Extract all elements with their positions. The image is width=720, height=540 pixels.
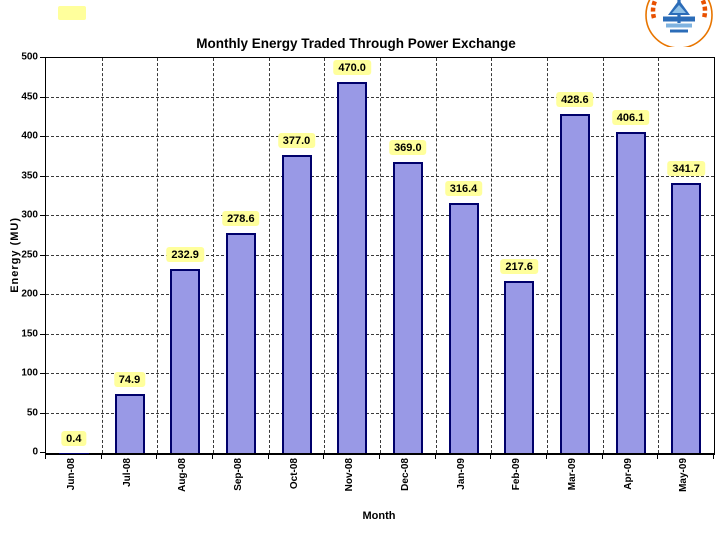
stray-empty-label-box — [58, 6, 86, 20]
y-tick-label: 250 — [21, 249, 38, 260]
gridline-vertical — [324, 58, 326, 453]
gridline-vertical — [658, 58, 660, 453]
y-tick-mark — [40, 452, 45, 453]
y-tick-label: 450 — [21, 91, 38, 102]
bar-Feb-09 — [504, 281, 535, 453]
y-tick-label: 300 — [21, 209, 38, 221]
value-label-Mar-09: 428.6 — [556, 92, 594, 108]
x-category-label-Jul-08: Jul-08 — [121, 458, 133, 487]
gridline-vertical — [380, 58, 381, 453]
x-tick-mark — [490, 454, 492, 459]
value-label-Aug-08: 232.9 — [166, 247, 204, 263]
y-tick-label: 350 — [21, 170, 38, 181]
gridline-vertical — [157, 58, 159, 453]
bar-Jan-09 — [448, 203, 479, 453]
value-label-Nov-08: 470.0 — [333, 59, 371, 75]
bar-Aug-08 — [170, 269, 201, 453]
chart-title: Monthly Energy Traded Through Power Exch… — [196, 36, 516, 51]
power-system-operation-logo: पावर सिस्टम ऑपरेशन — [642, 0, 716, 47]
value-label-Jan-09: 316.4 — [444, 181, 483, 197]
x-category-label-Dec-08: Dec-08 — [399, 458, 411, 491]
y-tick-mark — [40, 136, 45, 137]
x-category-label-Aug-08: Aug-08 — [177, 458, 189, 492]
x-axis-title: Month — [362, 510, 396, 522]
y-tick-mark — [40, 333, 45, 335]
y-tick-mark — [40, 412, 45, 414]
y-tick-mark — [40, 175, 45, 177]
x-tick-mark — [546, 454, 547, 459]
gridline-vertical — [101, 58, 103, 453]
y-tick-label: 500 — [21, 51, 38, 63]
x-category-label-Jun-08: Jun-08 — [65, 458, 77, 491]
x-category-label-Oct-08: Oct-08 — [288, 458, 300, 490]
y-tick-label: 100 — [21, 367, 38, 379]
bar-Apr-09 — [615, 132, 646, 453]
value-label-Oct-08: 377.0 — [277, 133, 316, 149]
x-category-label-Jan-09: Jan-09 — [455, 458, 467, 490]
gridline-vertical — [268, 58, 270, 453]
value-label-Sep-08: 278.6 — [222, 210, 260, 226]
y-tick-mark — [40, 57, 45, 58]
value-label-Feb-09: 217.6 — [500, 259, 538, 275]
bar-Nov-08 — [337, 81, 368, 453]
gridline-vertical — [213, 58, 214, 453]
gridline-vertical — [602, 58, 604, 453]
x-category-label-May-09: May-09 — [678, 458, 690, 492]
y-tick-mark — [40, 373, 45, 374]
x-tick-mark — [267, 454, 269, 459]
bar-Oct-08 — [281, 155, 312, 453]
x-category-label-Sep-08: Sep-08 — [232, 458, 244, 491]
y-tick-label: 150 — [21, 328, 38, 339]
x-category-label-Apr-09: Apr-09 — [622, 458, 634, 490]
y-tick-mark — [40, 294, 45, 295]
x-tick-mark — [601, 454, 603, 459]
x-tick-mark — [45, 454, 46, 459]
value-label-Apr-09: 406.1 — [611, 110, 650, 126]
plot-area: 0.4 74.9 232.9 278.6 377.0 470.0 369.0 316.4 217… — [45, 57, 715, 455]
logo-emblem-icon: पावर सिस्टम ऑपरेशन — [645, 0, 713, 47]
x-category-label-Mar-09: Mar-09 — [566, 458, 578, 491]
x-category-label-Feb-09: Feb-09 — [511, 458, 523, 491]
x-tick-mark — [713, 454, 714, 459]
y-tick-label: 50 — [26, 407, 38, 418]
y-tick-label: 0 — [32, 446, 38, 458]
y-tick-mark — [40, 96, 45, 98]
x-tick-mark — [434, 454, 436, 459]
x-tick-mark — [100, 454, 102, 459]
bar-Jul-08 — [114, 393, 145, 453]
value-label-Jul-08: 74.9 — [113, 371, 146, 387]
x-tick-mark — [156, 454, 158, 459]
gridline-vertical — [491, 58, 493, 453]
y-tick-mark — [40, 254, 45, 256]
x-tick-mark — [379, 454, 380, 459]
gridline-vertical — [547, 58, 548, 453]
value-label-May-09: 341.7 — [667, 161, 705, 177]
y-tick-mark — [40, 215, 45, 216]
x-tick-mark — [323, 454, 325, 459]
y-tick-label: 200 — [21, 288, 38, 300]
logo-arc-text — [650, 0, 708, 19]
bar-Dec-08 — [392, 161, 423, 453]
x-tick-mark — [212, 454, 213, 459]
bar-Mar-09 — [559, 114, 590, 453]
x-tick-mark — [657, 454, 659, 459]
value-label-Jun-08: 0.4 — [61, 430, 87, 446]
bar-May-09 — [671, 183, 702, 453]
gridline-vertical — [435, 58, 437, 453]
y-tick-label: 400 — [21, 130, 38, 142]
bar-Sep-08 — [225, 232, 256, 453]
value-label-Dec-08: 369.0 — [389, 139, 427, 155]
x-category-label-Nov-08: Nov-08 — [344, 458, 356, 492]
